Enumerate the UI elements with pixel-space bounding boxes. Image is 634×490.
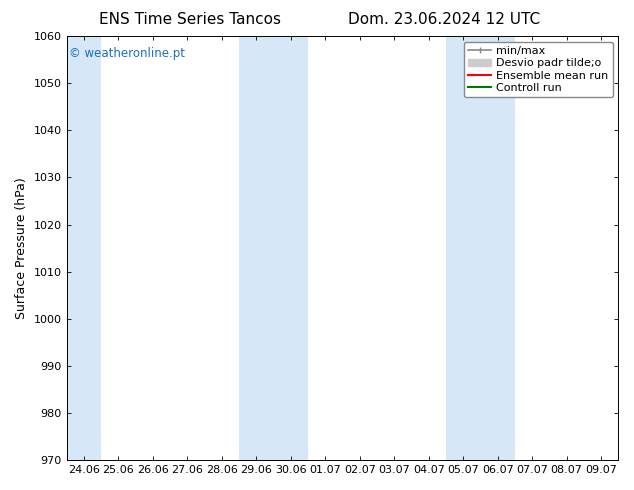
Bar: [67, 36, 101, 460]
Legend: min/max, Desvio padr tilde;o, Ensemble mean run, Controll run: min/max, Desvio padr tilde;o, Ensemble m…: [464, 42, 613, 97]
Text: Dom. 23.06.2024 12 UTC: Dom. 23.06.2024 12 UTC: [347, 12, 540, 27]
Bar: [446, 36, 515, 460]
Y-axis label: Surface Pressure (hPa): Surface Pressure (hPa): [15, 177, 28, 319]
Text: ENS Time Series Tancos: ENS Time Series Tancos: [99, 12, 281, 27]
Bar: [239, 36, 308, 460]
Text: © weatheronline.pt: © weatheronline.pt: [69, 47, 185, 60]
